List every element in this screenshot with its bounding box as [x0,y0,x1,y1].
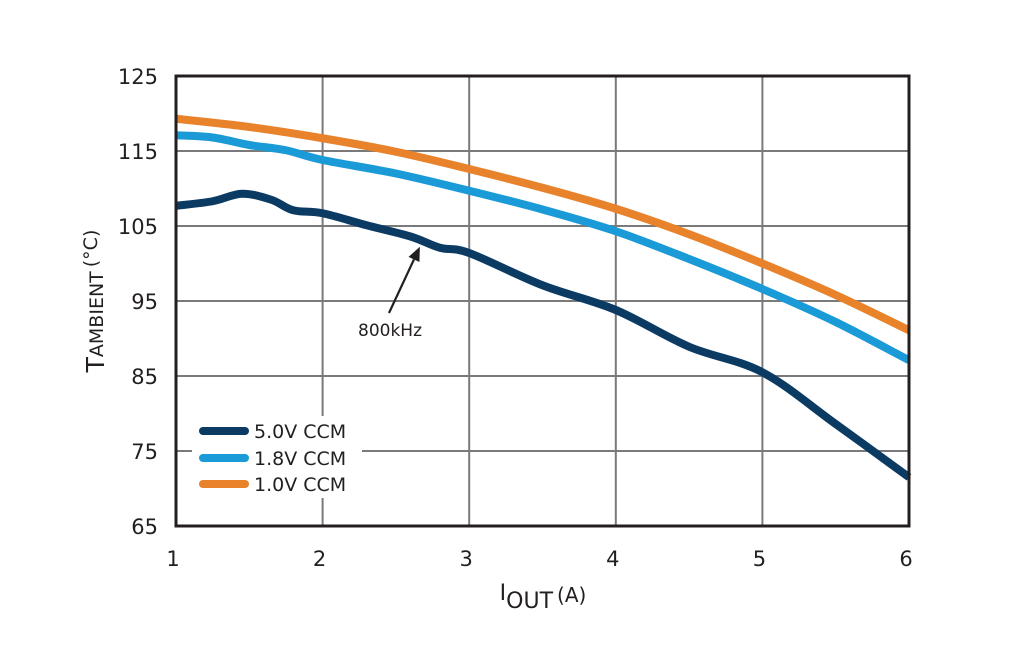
y-tick-labels: 65 75 85 95 105 115 125 [118,65,158,539]
annotation-label: 800kHz [358,321,422,341]
legend-label: 1.0V CCM [254,474,346,496]
x-tick-labels: 1 2 3 4 5 6 [166,547,912,571]
x-tick-label: 4 [606,547,619,571]
y-tick-label: 115 [118,140,158,164]
x-tick-label: 5 [753,547,766,571]
x-tick-label: 3 [460,547,473,571]
plot-frame [174,74,911,528]
y-tick-label: 65 [131,515,158,539]
annotation-arrow-head [408,246,420,262]
y-axis-label-unit: (°C) [80,230,102,268]
y-axis-label-main: T [81,356,110,373]
annotation-800khz: 800kHz [358,246,422,341]
series-line-5-0v-ccm [175,189,912,481]
series-line-1-8v-ccm [175,131,911,364]
annotation-arrow-line [388,258,415,314]
x-tick-label: 2 [313,547,326,571]
y-tick-label: 105 [118,215,158,239]
y-tick-label: 75 [131,440,158,464]
x-axis-label-sub: OUT [506,589,553,614]
series-group [175,114,912,481]
y-tick-label: 95 [131,290,158,314]
x-axis-label-unit: (A) [557,583,586,607]
y-tick-label: 125 [118,65,158,89]
series-line-1-0v-ccm [175,114,911,334]
x-axis-label-main: I [500,581,507,606]
legend-label: 5.0V CCM [254,421,346,443]
legend-label: 1.8V CCM [254,448,346,470]
legend: 5.0V CCM 1.8V CCM 1.0V CCM [192,416,362,498]
x-axis-label: IOUT (A) [500,581,587,614]
y-axis-label: TAMBIENT (°C) [80,230,110,374]
x-tick-label: 6 [899,547,912,571]
y-tick-label: 85 [131,365,158,389]
y-axis-label-sub: AMBIENT [86,271,108,357]
x-tick-label: 1 [166,547,179,571]
